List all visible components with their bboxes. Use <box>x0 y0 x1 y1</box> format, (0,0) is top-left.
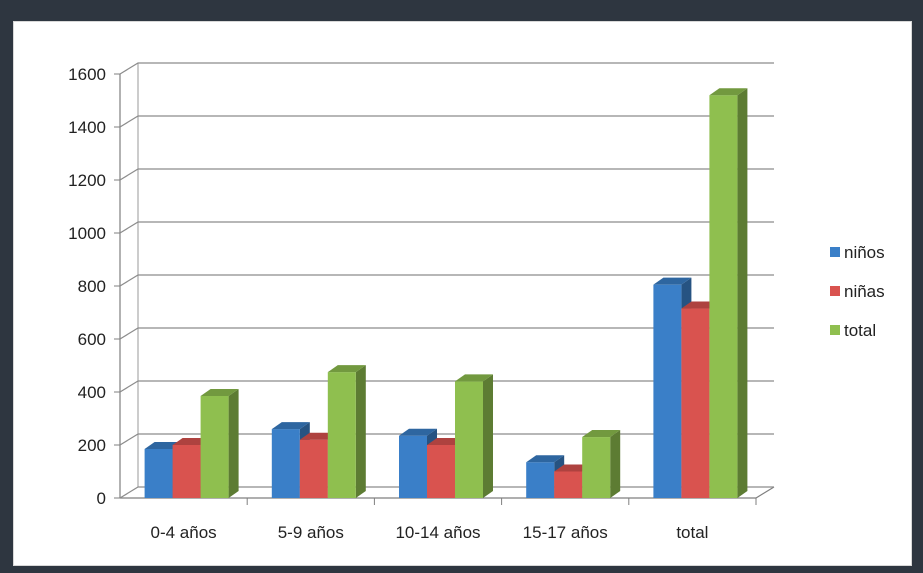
y-tick-label: 0 <box>97 489 106 508</box>
gridline <box>119 168 774 181</box>
gridline <box>119 327 774 340</box>
x-tick-label: 5-9 años <box>278 523 344 542</box>
y-tick-label: 1600 <box>68 65 106 84</box>
bar-side <box>355 365 366 498</box>
bar-top <box>709 88 748 96</box>
legend-swatch <box>830 325 840 335</box>
y-tick-label: 1200 <box>68 171 106 190</box>
bar-top <box>271 422 310 430</box>
bar-top <box>653 277 692 285</box>
legend-swatch <box>830 247 840 257</box>
bar <box>200 388 239 498</box>
bar-top <box>582 430 621 438</box>
y-tick-label: 1400 <box>68 118 106 137</box>
bar-side <box>737 88 748 498</box>
legend: niños niñas total <box>830 243 885 340</box>
bar-front <box>327 372 356 498</box>
x-tick-label: total <box>676 523 708 542</box>
gridline <box>119 115 774 128</box>
bar-front <box>554 471 583 498</box>
bar-front <box>172 445 201 498</box>
bar-front <box>526 462 555 498</box>
bar-front <box>455 381 483 498</box>
legend-label: total <box>844 321 876 340</box>
x-tick-label: 10-14 años <box>395 523 480 542</box>
y-tick-label: 200 <box>78 436 106 455</box>
bar-front <box>681 308 710 498</box>
y-tick-label: 400 <box>78 383 106 402</box>
bars <box>144 88 748 498</box>
bar-top <box>455 374 493 382</box>
bar-top <box>200 388 239 396</box>
gridlines <box>114 62 774 505</box>
bar <box>709 88 748 498</box>
bar-front <box>427 445 455 498</box>
gridline <box>119 380 774 393</box>
gridline <box>119 62 774 75</box>
gridline <box>119 433 774 446</box>
bar-front <box>271 429 300 498</box>
bar-front <box>144 448 173 498</box>
bar-front <box>709 95 738 498</box>
bar <box>455 374 493 498</box>
bar-side <box>483 374 493 498</box>
y-tick-label: 800 <box>78 277 106 296</box>
legend-label: niñas <box>844 282 885 301</box>
bar-front <box>399 435 427 498</box>
bar-front <box>582 437 611 498</box>
legend-label: niños <box>844 243 885 262</box>
x-tick-label: 0-4 años <box>151 523 217 542</box>
bar-front <box>200 395 229 498</box>
bar-top <box>526 455 565 463</box>
bar-side <box>610 430 621 498</box>
gridline <box>119 274 774 287</box>
bar <box>327 365 366 498</box>
bar-top <box>327 365 366 373</box>
legend-swatch <box>830 286 840 296</box>
y-tick-labels: 0 200 400 600 800 1000 1200 1400 1600 <box>68 65 106 508</box>
y-tick-label: 600 <box>78 330 106 349</box>
chart-frame: 0 200 400 600 800 1000 1200 1400 1600 0-4 años 5-… <box>13 21 912 566</box>
bar-front <box>299 439 328 498</box>
x-tick-label: 15-17 años <box>523 523 608 542</box>
chart-svg: 0 200 400 600 800 1000 1200 1400 1600 0-4 años 5-… <box>68 62 885 542</box>
x-tick-labels: 0-4 años 5-9 años 10-14 años 15-17 años tota… <box>151 523 709 542</box>
bar-top <box>399 428 437 436</box>
bar-side <box>228 388 239 498</box>
y-tick-label: 1000 <box>68 224 106 243</box>
bar <box>582 430 621 498</box>
gridline <box>119 221 774 234</box>
bar-front <box>653 284 682 498</box>
